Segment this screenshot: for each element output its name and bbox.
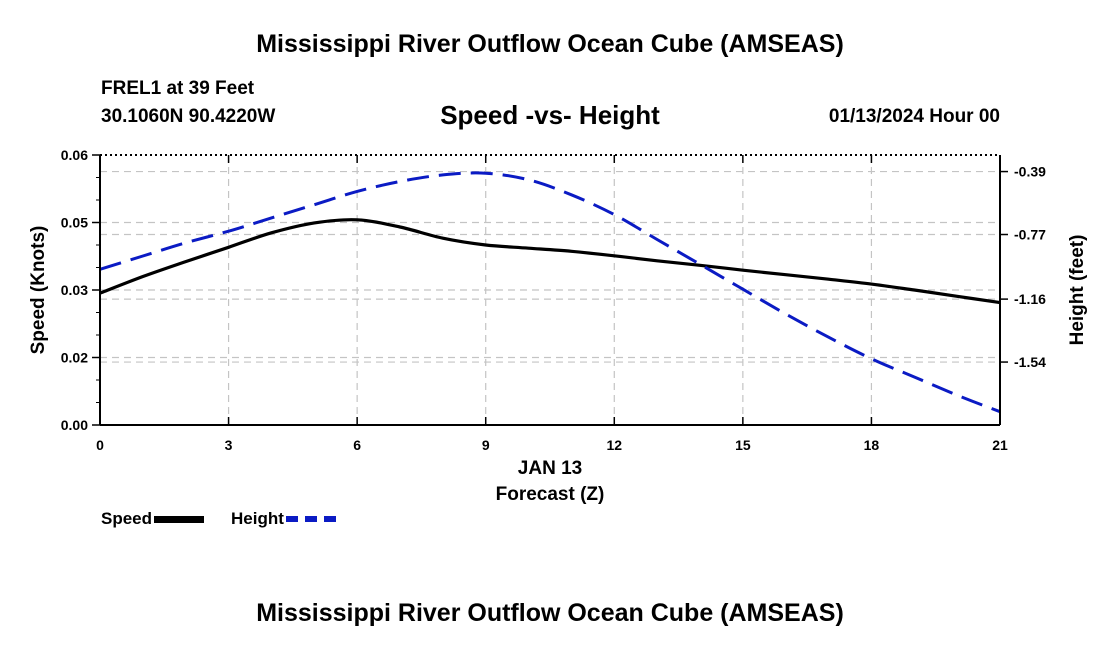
legend-label-height: Height [231,509,284,528]
series-line-speed [99,218,1001,305]
run-time: 01/13/2024 Hour 00 [828,106,1000,127]
station-name: FREL1 at 39 Feet [101,78,255,99]
y-tick-label: 0.05 [61,215,88,231]
y-right-tick-label: -0.39 [1014,164,1046,180]
y-tick-label: 0.06 [61,147,88,163]
x-date-label: JAN 13 [518,458,582,479]
legend-swatch-height [285,516,336,522]
x-tick-label: 0 [96,437,104,453]
y-tick-label: 0.02 [61,350,88,366]
y-tick-label: 0.00 [61,417,88,433]
y-right-tick-label: -1.54 [1014,354,1046,370]
series-line-height [99,171,1001,414]
page-title: Mississippi River Outflow Ocean Cube (AM… [256,30,844,58]
x-tick-label: 21 [992,437,1008,453]
x-axis-title: Forecast (Z) [496,484,605,505]
station-coordinates: 30.1060N 90.4220W [101,106,276,127]
x-tick-label: 9 [482,437,490,453]
y-axis-title: Speed (Knots) [28,226,49,355]
x-tick-label: 12 [606,437,622,453]
y-right-axis-title: Height (feet) [1067,235,1088,346]
y-right-tick-label: -1.16 [1014,291,1046,307]
legend-item-height: Height [231,509,336,529]
page-title-repeat: Mississippi River Outflow Ocean Cube (AM… [256,599,844,627]
x-tick-label: 6 [353,437,361,453]
legend-item-speed: Speed [101,509,205,529]
legend-swatch-speed [154,515,205,523]
chart-title: Speed -vs- Height [440,100,660,130]
x-tick-label: 15 [735,437,751,453]
y-right-tick-label: -0.77 [1014,227,1046,243]
x-tick-label: 18 [864,437,880,453]
y-tick-label: 0.03 [61,282,88,298]
x-tick-label: 3 [225,437,233,453]
legend-label-speed: Speed [101,509,153,528]
